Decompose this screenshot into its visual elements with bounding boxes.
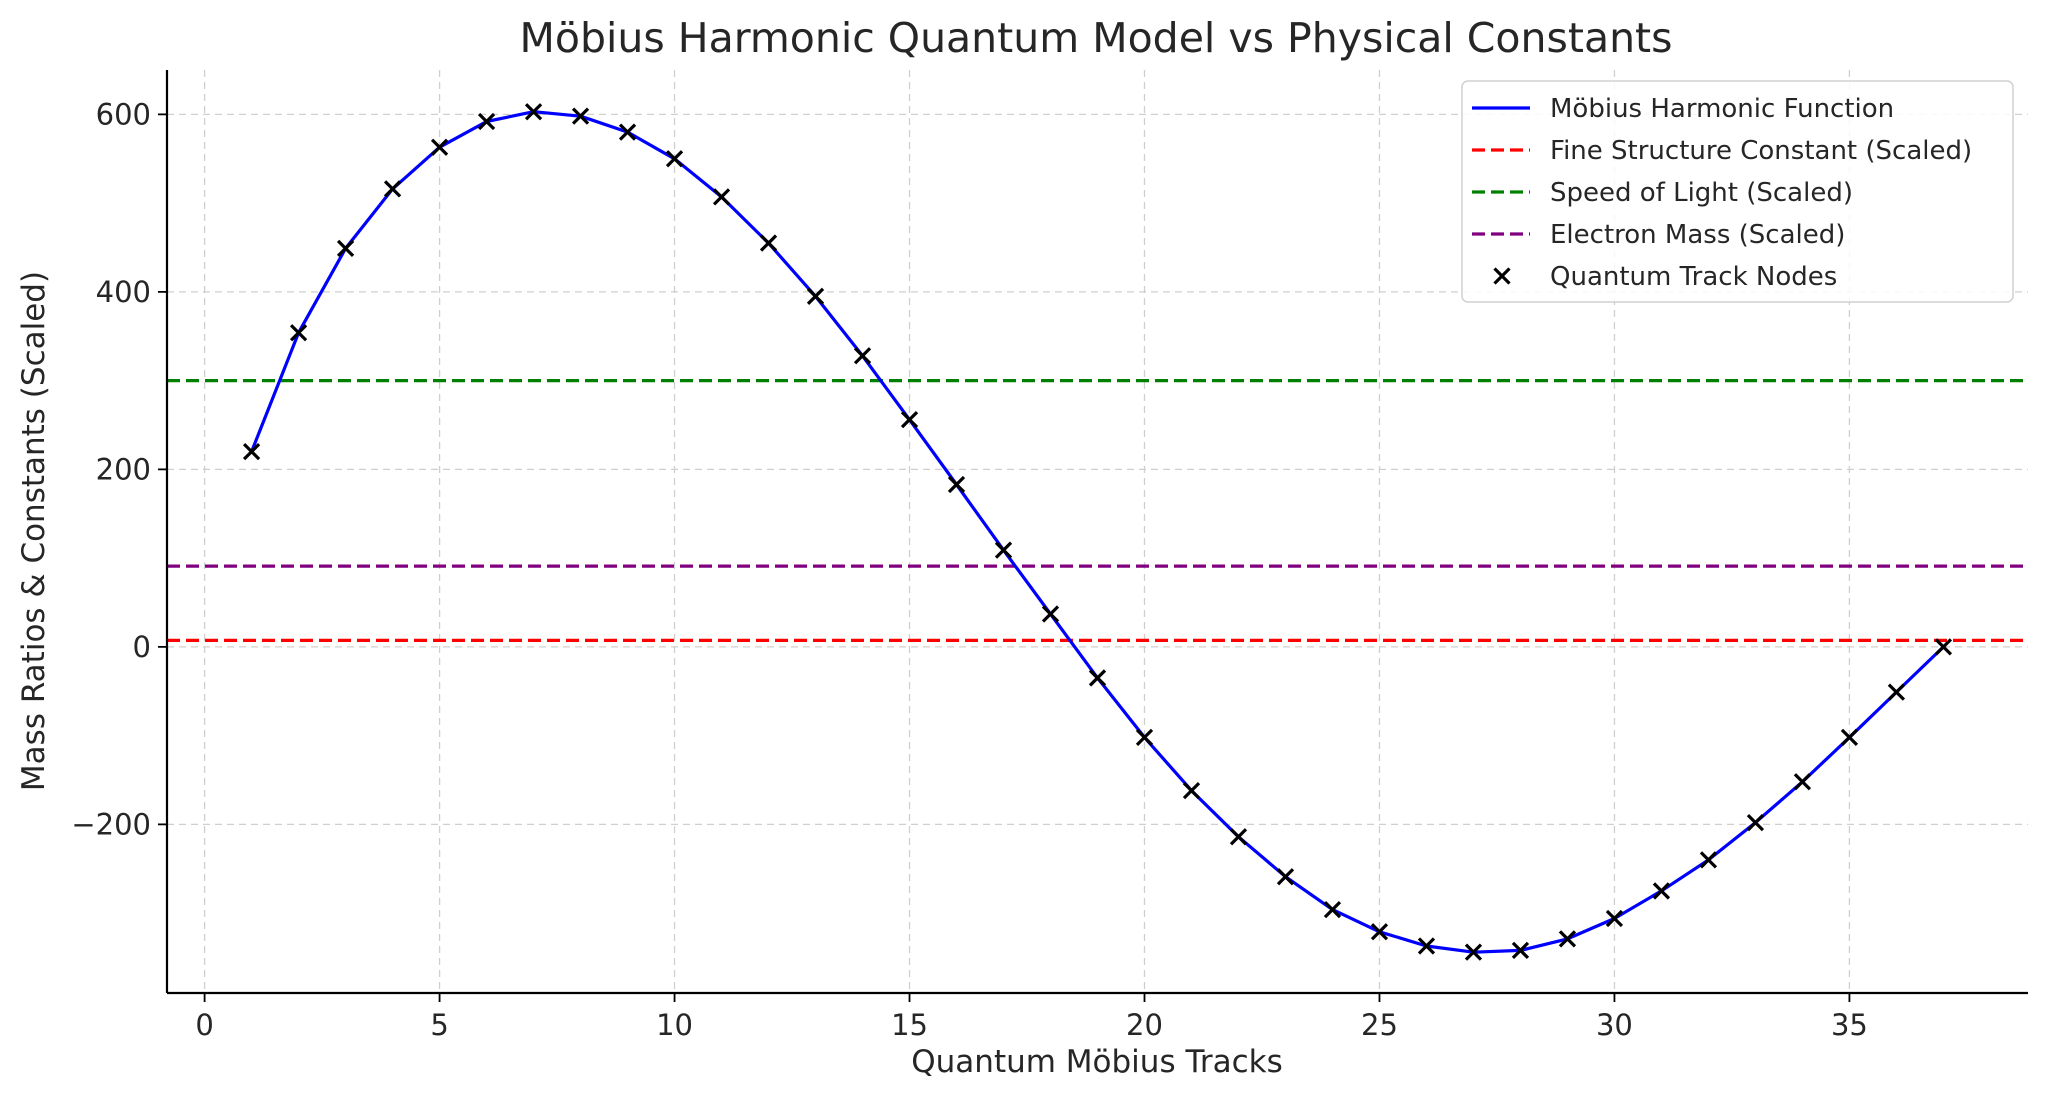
data-point-marker xyxy=(1464,943,1483,961)
data-point-marker xyxy=(759,234,778,252)
x-tick-label: 30 xyxy=(1596,1008,1633,1042)
data-point-marker xyxy=(1558,930,1577,948)
x-tick-label: 5 xyxy=(430,1008,448,1042)
data-point-marker xyxy=(1229,828,1248,846)
legend-item: Quantum Track Nodes xyxy=(1493,262,1837,292)
chart-title: Möbius Harmonic Quantum Model vs Physica… xyxy=(519,14,1672,62)
data-point-marker xyxy=(242,442,261,461)
data-point-marker xyxy=(1088,669,1107,687)
legend-item: Möbius Harmonic Function xyxy=(1472,94,1894,124)
legend-items: Möbius Harmonic Function Fine Structure C… xyxy=(1472,94,1972,292)
y-tick-label: −200 xyxy=(71,807,151,841)
axes xyxy=(165,70,2028,995)
data-point-marker xyxy=(571,107,590,125)
scatter-markers xyxy=(242,103,1953,961)
data-point-marker xyxy=(1840,728,1859,747)
legend-item: Fine Structure Constant (Scaled) xyxy=(1472,136,1972,166)
data-point-marker xyxy=(430,138,449,156)
x-tick-label: 0 xyxy=(195,1008,213,1042)
y-tick-label: 400 xyxy=(96,275,151,309)
y-tick-label: 600 xyxy=(96,97,151,131)
legend-label: Fine Structure Constant (Scaled) xyxy=(1550,136,1972,166)
data-point-marker xyxy=(1652,882,1671,900)
data-point-marker xyxy=(1887,683,1906,701)
legend-label: Möbius Harmonic Function xyxy=(1550,94,1894,124)
data-point-marker xyxy=(477,112,496,131)
legend-box xyxy=(1461,80,2014,303)
data-point-marker xyxy=(383,180,402,198)
data-point-marker xyxy=(712,188,731,206)
x-tick-label: 35 xyxy=(1831,1008,1868,1042)
data-point-marker xyxy=(1511,941,1530,960)
legend-label: Speed of Light (Scaled) xyxy=(1550,178,1853,208)
data-point-marker xyxy=(1746,813,1765,832)
x-tick-label: 20 xyxy=(1126,1008,1163,1042)
data-point-marker xyxy=(289,324,308,342)
reference-lines xyxy=(167,379,2028,642)
legend-label: Quantum Track Nodes xyxy=(1550,262,1837,292)
legend-label: Electron Mass (Scaled) xyxy=(1550,220,1845,250)
data-point-marker xyxy=(1793,773,1812,791)
y-tick-label: 0 xyxy=(133,630,151,664)
data-point-marker xyxy=(806,287,825,305)
legend-item: Electron Mass (Scaled) xyxy=(1472,220,1845,250)
y-axis-label: Mass Ratios & Constants (Scaled) xyxy=(16,271,52,791)
data-point-marker xyxy=(1934,638,1953,656)
data-point-marker xyxy=(618,123,637,141)
data-point-marker xyxy=(1276,868,1295,886)
data-point-marker xyxy=(994,541,1013,559)
x-tick-label: 15 xyxy=(891,1008,928,1042)
data-point-marker xyxy=(1135,728,1154,747)
y-tick-label: 200 xyxy=(96,452,151,486)
x-tick-label: 10 xyxy=(656,1008,693,1042)
x-ticks: 0 5 10 15 20 25 30 35 xyxy=(195,993,1868,1042)
data-point-marker xyxy=(947,475,966,494)
data-point-marker xyxy=(1323,900,1342,919)
x-tick-label: 25 xyxy=(1361,1008,1398,1042)
legend: Möbius Harmonic Function Fine Structure C… xyxy=(1461,80,2014,303)
data-point-marker xyxy=(1417,937,1436,955)
data-point-marker xyxy=(1699,851,1718,869)
data-point-marker xyxy=(336,239,355,258)
y-ticks: −200 0 200 400 600 xyxy=(71,97,167,841)
data-point-marker xyxy=(1041,605,1060,623)
legend-item: Speed of Light (Scaled) xyxy=(1472,178,1853,208)
data-point-marker xyxy=(853,347,872,365)
data-point-marker xyxy=(665,150,684,168)
data-point-marker xyxy=(524,103,543,121)
data-point-marker xyxy=(1182,782,1201,800)
x-axis-label: Quantum Möbius Tracks xyxy=(911,1044,1282,1080)
data-point-marker xyxy=(1370,923,1389,941)
data-point-marker xyxy=(900,411,919,429)
data-point-marker xyxy=(1605,909,1624,928)
